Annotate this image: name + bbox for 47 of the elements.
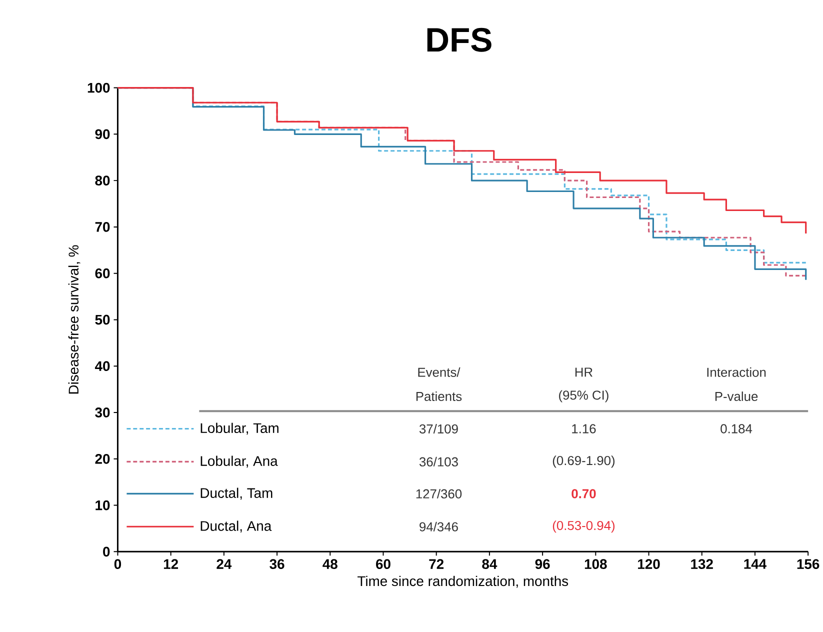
x-tick-label: 132 — [691, 558, 713, 569]
annotation: Patients — [416, 391, 462, 401]
y-tick-label: 80 — [95, 175, 110, 186]
annotation: P-value — [715, 391, 758, 401]
chart-title: DFS — [427, 28, 492, 52]
y-tick-label: 30 — [95, 407, 110, 418]
annotation: (0.53-0.94) — [552, 520, 615, 532]
annotation: 36/103 — [419, 456, 458, 466]
x-tick-label: 144 — [744, 558, 767, 569]
y-tick-label: 90 — [95, 129, 110, 139]
x-tick-label: 120 — [638, 558, 660, 569]
annotation: 37/109 — [419, 424, 458, 434]
x-tick-label: 36 — [270, 558, 284, 569]
y-axis-title: Disease-free survival, % — [68, 245, 80, 394]
annotation: (0.69-1.90) — [552, 455, 615, 468]
legend-label: Ductal, Ana — [200, 520, 272, 532]
y-tick-label: 100 — [88, 82, 110, 92]
annotation: 0.184 — [720, 424, 752, 434]
x-tick-label: 84 — [482, 558, 498, 569]
y-tick-label: 50 — [95, 314, 110, 324]
x-tick-label: 108 — [584, 558, 607, 569]
annotation: Events/ — [418, 367, 460, 377]
legend-label: Lobular, Ana — [200, 456, 278, 468]
y-tick-label: 60 — [95, 268, 110, 278]
y-tick-label: 10 — [96, 500, 110, 510]
x-tick-label: 72 — [429, 558, 444, 569]
annotation: 94/346 — [420, 522, 458, 532]
x-tick-label: 96 — [535, 558, 550, 569]
y-tick-label: 20 — [95, 454, 110, 464]
y-tick-label: 70 — [95, 222, 110, 232]
annotation: 1.16 — [572, 424, 596, 434]
x-tick-label: 48 — [322, 558, 338, 569]
annotation: (95% CI) — [559, 390, 608, 402]
annotation: Interaction — [707, 367, 766, 377]
annotation: HR — [575, 367, 592, 376]
legend-label: Lobular, Tam — [200, 422, 278, 434]
annotation: 127/360 — [416, 488, 462, 498]
legend-label: Ductal, Tam — [200, 488, 272, 500]
y-tick-label: 40 — [94, 360, 110, 371]
x-axis-title: Time since randomization, months — [358, 576, 568, 588]
annotation: 0.70 — [572, 488, 596, 498]
y-tick-label: 0 — [103, 546, 110, 556]
x-tick-label: 156 — [797, 558, 820, 569]
x-tick-label: 60 — [376, 558, 390, 569]
x-tick-label: 12 — [164, 558, 178, 569]
x-tick-label: 24 — [216, 558, 232, 569]
x-tick-label: 0 — [114, 558, 122, 569]
